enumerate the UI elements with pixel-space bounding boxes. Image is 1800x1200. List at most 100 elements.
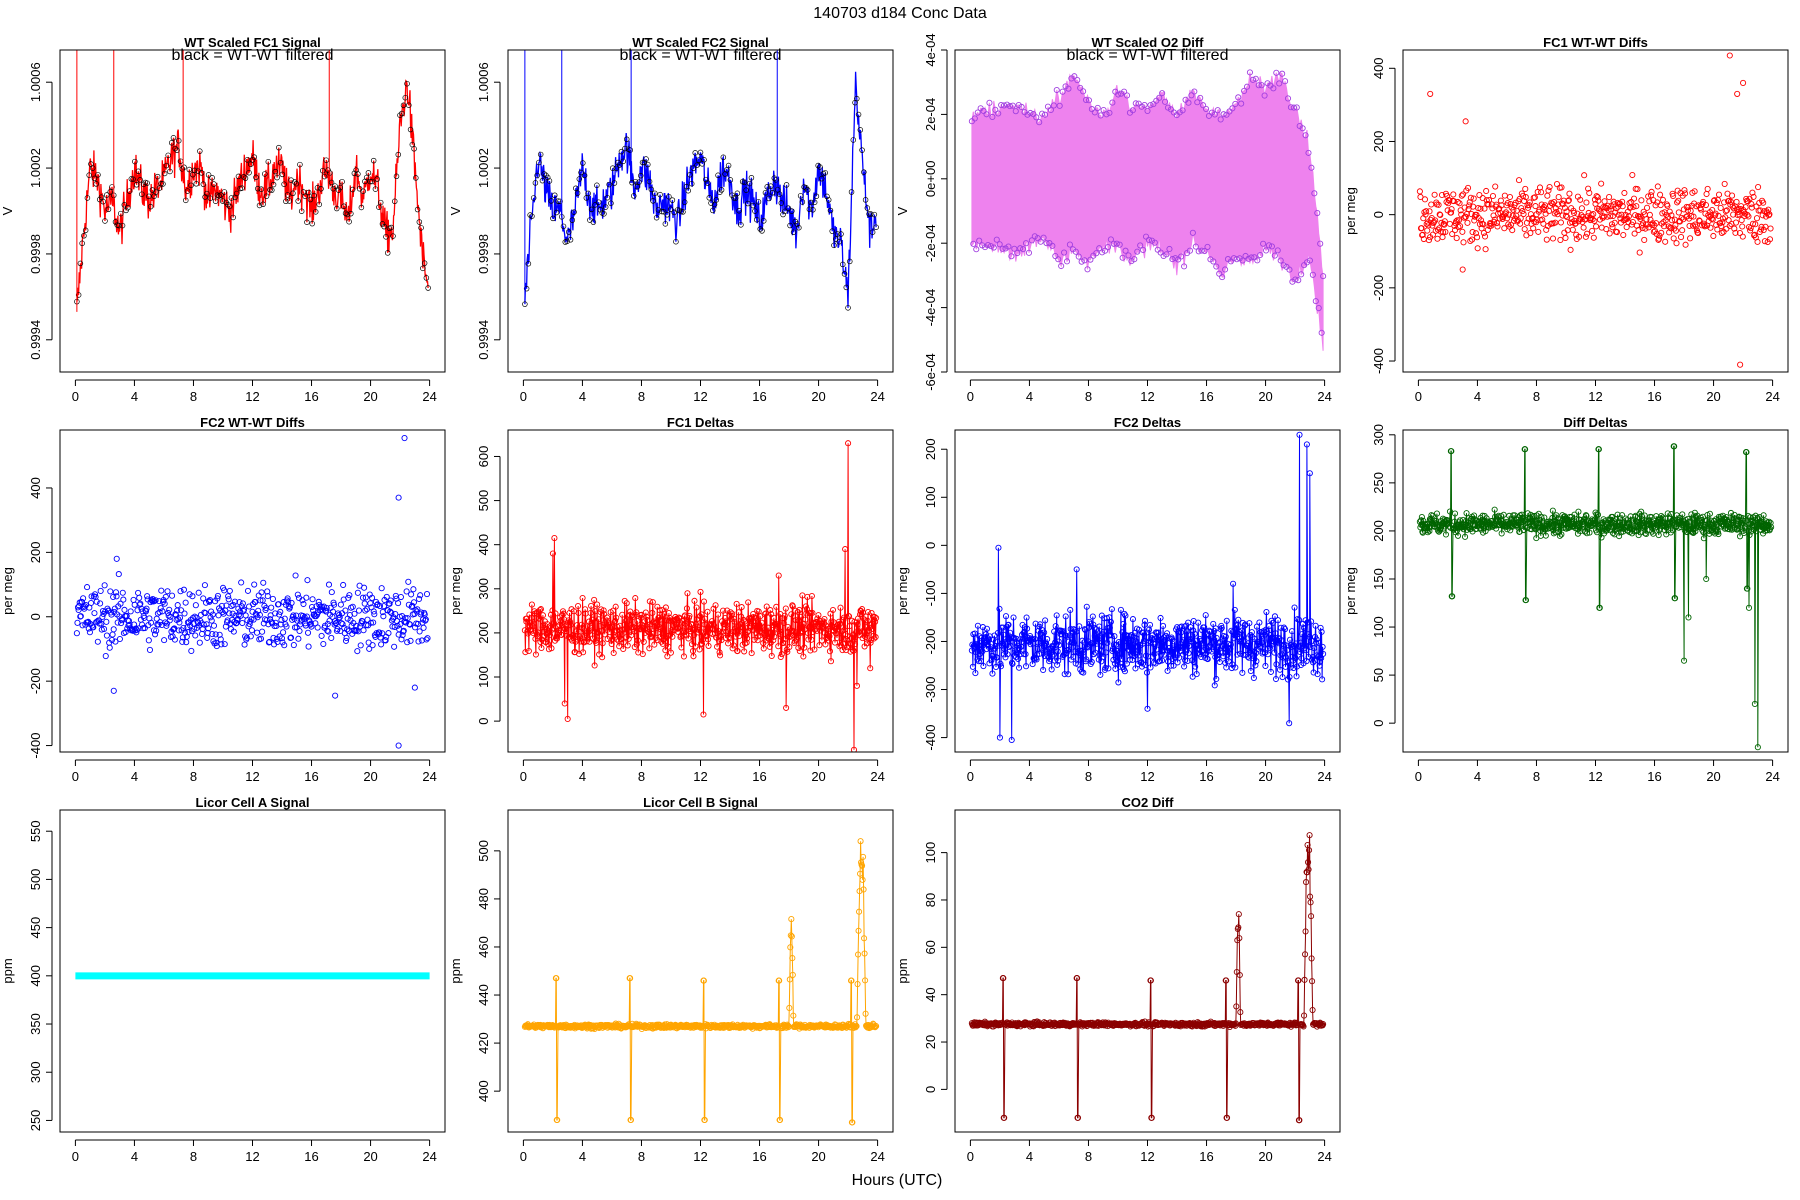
data-point	[119, 617, 126, 624]
filtered-point	[307, 196, 314, 203]
data-point	[1531, 194, 1538, 201]
data-point	[157, 605, 164, 612]
data-point	[1659, 514, 1666, 521]
filtered-point	[660, 208, 667, 215]
data-point	[182, 629, 189, 636]
x-axis-title: Hours (UTC)	[852, 1172, 943, 1189]
y-axis-label: per meg	[1343, 187, 1358, 235]
data-point	[1618, 211, 1625, 218]
band-point	[1071, 73, 1078, 80]
filtered-point	[703, 176, 709, 183]
band-point	[974, 109, 981, 116]
data-point	[231, 598, 238, 605]
data-point	[865, 609, 872, 616]
filtered-point	[854, 95, 860, 102]
data-point	[1725, 217, 1732, 224]
data-point	[307, 620, 314, 627]
data-point	[610, 649, 617, 657]
filtered-point	[304, 219, 310, 225]
data-point	[1317, 624, 1324, 631]
data-point	[664, 653, 671, 660]
data-point	[1247, 632, 1254, 639]
data-point	[623, 600, 630, 607]
data-point	[1319, 676, 1326, 683]
data-point	[1182, 657, 1189, 664]
data-point	[337, 601, 344, 608]
band-point	[1144, 107, 1151, 114]
data-point	[1213, 635, 1220, 642]
x-tick-label: 12	[1140, 389, 1154, 404]
x-tick-label: 0	[1415, 769, 1422, 784]
data-point	[1279, 654, 1287, 661]
data-point	[1714, 226, 1721, 233]
data-point	[644, 625, 651, 632]
data-point	[1518, 205, 1525, 212]
data-point	[1247, 667, 1254, 675]
data-point	[417, 592, 424, 599]
filtered-point	[806, 206, 813, 213]
band-point	[1091, 109, 1098, 116]
data-point	[730, 642, 737, 649]
filtered-point	[95, 172, 101, 178]
data-point	[1188, 638, 1195, 645]
filtered-point	[687, 172, 693, 178]
data-point	[410, 599, 418, 606]
plot-frame	[59, 429, 446, 753]
filtered-point	[585, 190, 591, 197]
filtered-point	[302, 193, 308, 200]
data-point	[117, 600, 124, 607]
filtered-point	[323, 157, 330, 163]
data-point	[1088, 658, 1095, 666]
data-point	[358, 617, 365, 624]
data-point	[826, 648, 834, 655]
y-tick-label: 1.0006	[476, 62, 491, 102]
filtered-point	[797, 193, 804, 199]
filtered-point	[539, 177, 546, 184]
data-point	[1662, 515, 1669, 522]
data-point	[1080, 669, 1087, 676]
data-point	[1020, 629, 1027, 636]
data-point	[233, 619, 240, 626]
data-point	[1316, 662, 1323, 669]
data-point	[1237, 650, 1244, 657]
x-tick-label: 24	[870, 389, 884, 404]
data-point	[1110, 641, 1117, 648]
data-point	[1477, 205, 1484, 212]
data-point	[1586, 189, 1593, 196]
filtered-point	[573, 185, 579, 191]
chart-note: black = WT-WT filtered	[620, 47, 782, 64]
data-point	[1148, 635, 1156, 642]
band-point	[1273, 69, 1280, 76]
y-tick-label: 250	[1371, 472, 1386, 494]
data-point	[1745, 528, 1752, 535]
data-point	[710, 605, 717, 612]
data-point	[385, 630, 392, 637]
data-point	[1465, 515, 1472, 522]
data-point	[1441, 218, 1448, 225]
data-point	[822, 641, 829, 648]
filtered-point	[645, 161, 651, 168]
data-point	[678, 620, 685, 627]
data-point	[993, 654, 1001, 661]
data-point	[1634, 527, 1641, 534]
data-point	[758, 628, 765, 635]
data-point	[386, 600, 393, 607]
data-point	[390, 614, 397, 621]
data-point	[1213, 675, 1220, 683]
filtered-point	[692, 150, 698, 156]
data-point	[270, 634, 277, 641]
data-point	[212, 631, 219, 638]
y-tick-label: -300	[923, 677, 938, 703]
data-point	[1732, 219, 1740, 226]
band-point	[1309, 271, 1316, 278]
data-point	[1457, 207, 1464, 214]
data-point	[774, 623, 781, 630]
data-point	[148, 619, 155, 626]
data-point	[729, 645, 736, 652]
data-point	[145, 637, 152, 644]
data-point	[1447, 209, 1455, 216]
data-point	[583, 638, 590, 645]
data-point	[1115, 638, 1122, 646]
data-point	[597, 609, 604, 616]
